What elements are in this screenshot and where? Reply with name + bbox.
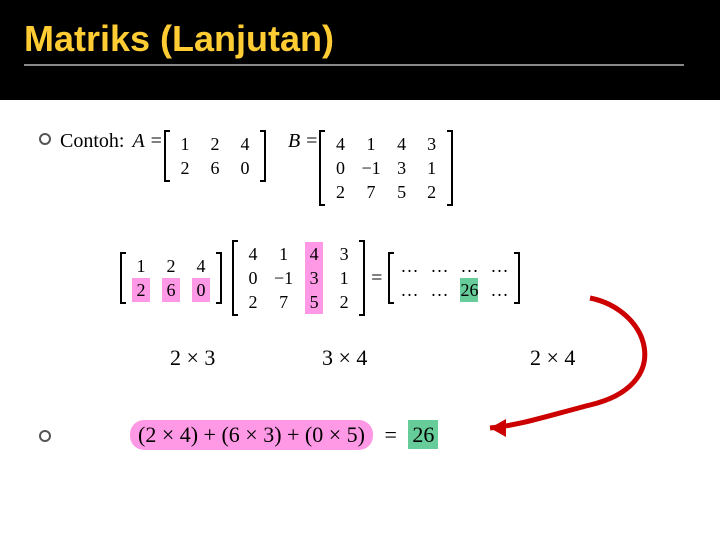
mult-row: 122640 4021−17435312 = ……………26…… [120, 240, 520, 316]
matrix-b: 4021−17435312 [319, 130, 452, 206]
computation-result: 26 [408, 420, 438, 449]
dim-middle: 3 × 4 [322, 345, 367, 371]
bullet-computation: (2 × 4) + (6 × 3) + (0 × 5) = 26 [38, 420, 438, 450]
mult-left-matrix: 122640 [120, 252, 222, 304]
contoh-label: Contoh: [60, 130, 124, 153]
matrix-a-label: A [132, 130, 144, 153]
dim-right: 2 × 4 [530, 345, 575, 371]
equals-b: = [306, 130, 317, 153]
header-bar: Matriks (Lanjutan) [0, 0, 720, 100]
computation-eq: = [385, 422, 397, 447]
mult-right-matrix: 4021−17435312 [232, 240, 365, 316]
equals-a: = [151, 130, 162, 153]
computation-expr: (2 × 4) + (6 × 3) + (0 × 5) [130, 420, 373, 450]
bullet-ring-icon [38, 132, 52, 146]
dim-left: 2 × 3 [170, 345, 215, 371]
bullet-contoh: Contoh: A = 122640 B = 4021−17435312 [38, 130, 453, 206]
matrix-a: 122640 [164, 130, 266, 182]
computation-line: (2 × 4) + (6 × 3) + (0 × 5) = 26 [130, 420, 438, 450]
result-matrix: ……………26…… [388, 252, 520, 304]
slide-title: Matriks (Lanjutan) [24, 18, 684, 66]
equals-result: = [371, 267, 382, 290]
bullet-ring-icon [38, 429, 52, 443]
matrix-b-label: B [288, 130, 300, 153]
